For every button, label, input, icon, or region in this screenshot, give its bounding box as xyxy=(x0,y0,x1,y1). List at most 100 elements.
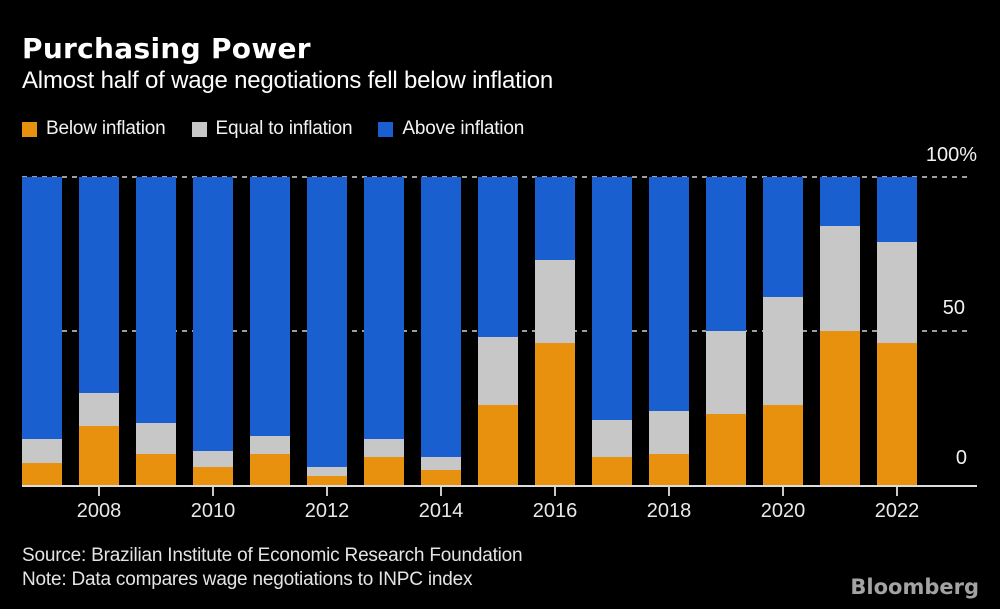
source-text: Source: Brazilian Institute of Economic … xyxy=(22,545,523,566)
bar-2019 xyxy=(706,177,746,485)
x-axis-label-2020: 2020 xyxy=(760,500,806,522)
segment-equal-2019 xyxy=(706,331,746,415)
bar-2012 xyxy=(307,177,347,485)
segment-above-2010 xyxy=(193,177,233,452)
legend-label-below: Below inflation xyxy=(46,118,166,139)
segment-equal-2015 xyxy=(478,337,518,405)
segment-below-2007 xyxy=(22,463,62,485)
legend-item-equal: Equal to inflation xyxy=(191,118,353,140)
note-text: Note: Data compares wage negotiations to… xyxy=(22,569,473,590)
bar-2017 xyxy=(592,177,632,485)
segment-above-2009 xyxy=(136,177,176,424)
segment-above-2008 xyxy=(79,177,119,393)
segment-below-2017 xyxy=(592,457,632,485)
bar-2008 xyxy=(79,177,119,485)
x-tick-2014 xyxy=(440,487,442,496)
bar-2015 xyxy=(478,177,518,485)
segment-equal-2022 xyxy=(877,241,917,344)
gridline-100 xyxy=(22,176,968,178)
x-axis-label-2018: 2018 xyxy=(646,500,692,522)
bar-2022 xyxy=(877,177,917,485)
segment-above-2019 xyxy=(706,177,746,332)
x-tick-2018 xyxy=(668,487,670,496)
legend-label-above: Above inflation xyxy=(402,118,525,139)
bar-2007 xyxy=(22,177,62,485)
chart-title: Purchasing Power xyxy=(22,32,311,65)
x-tick-2016 xyxy=(554,487,556,496)
bar-2018 xyxy=(649,177,689,485)
x-tick-2008 xyxy=(98,487,100,496)
x-axis-label-2016: 2016 xyxy=(532,500,578,522)
segment-below-2009 xyxy=(136,454,176,485)
segment-equal-2010 xyxy=(193,451,233,467)
legend-item-below: Below inflation xyxy=(22,118,166,140)
legend-swatch-below xyxy=(22,121,37,137)
segment-below-2011 xyxy=(250,454,290,485)
segment-above-2015 xyxy=(478,177,518,338)
segment-equal-2012 xyxy=(307,466,347,476)
segment-equal-2020 xyxy=(763,297,803,405)
segment-below-2008 xyxy=(79,426,119,485)
segment-above-2022 xyxy=(877,177,917,242)
segment-above-2016 xyxy=(535,177,575,261)
segment-equal-2009 xyxy=(136,423,176,455)
x-axis-label-2012: 2012 xyxy=(304,500,350,522)
bar-2009 xyxy=(136,177,176,485)
segment-equal-2021 xyxy=(820,226,860,331)
legend-item-above: Above inflation xyxy=(378,118,524,140)
segment-equal-2017 xyxy=(592,420,632,458)
x-axis-label-2008: 2008 xyxy=(76,500,122,522)
bar-2021 xyxy=(820,177,860,485)
segment-equal-2018 xyxy=(649,411,689,455)
y-axis-label-50: 50 xyxy=(942,297,965,319)
bar-2013 xyxy=(364,177,404,485)
segment-below-2010 xyxy=(193,466,233,485)
bar-2014 xyxy=(421,177,461,485)
segment-above-2014 xyxy=(421,177,461,458)
segment-below-2020 xyxy=(763,404,803,485)
segment-above-2007 xyxy=(22,177,62,439)
segment-equal-2007 xyxy=(22,438,62,464)
bar-2010 xyxy=(193,177,233,485)
bar-2011 xyxy=(250,177,290,485)
legend-swatch-above xyxy=(378,121,394,137)
segment-equal-2014 xyxy=(421,457,461,470)
legend: Below inflation Equal to inflation Above i… xyxy=(22,118,524,140)
legend-label-equal: Equal to inflation xyxy=(215,118,353,139)
segment-below-2014 xyxy=(421,469,461,485)
x-tick-2020 xyxy=(782,487,784,496)
segment-below-2019 xyxy=(706,414,746,485)
bloomberg-logo: Bloomberg xyxy=(850,575,979,599)
y-axis-label-100: 100% xyxy=(925,144,977,166)
bar-2020 xyxy=(763,177,803,485)
segment-below-2018 xyxy=(649,454,689,485)
x-tick-2012 xyxy=(326,487,328,496)
segment-equal-2013 xyxy=(364,438,404,458)
segment-below-2012 xyxy=(307,475,347,485)
x-tick-2010 xyxy=(212,487,214,496)
chart-subtitle: Almost half of wage negotiations fell be… xyxy=(22,67,554,94)
legend-swatch-equal xyxy=(191,121,207,137)
plot-area: 2008 2010 2012 2014 2016 2018 2020 2022 xyxy=(22,176,978,522)
segment-below-2021 xyxy=(820,331,860,485)
segment-below-2016 xyxy=(535,343,575,485)
segment-equal-2011 xyxy=(250,435,290,455)
segment-below-2015 xyxy=(478,404,518,485)
x-axis-label-2014: 2014 xyxy=(418,500,464,522)
x-axis-label-2010: 2010 xyxy=(190,500,236,522)
x-axis-label-2022: 2022 xyxy=(874,500,920,522)
segment-equal-2016 xyxy=(535,260,575,344)
bar-2016 xyxy=(535,177,575,485)
segment-above-2012 xyxy=(307,177,347,467)
segment-above-2013 xyxy=(364,177,404,439)
x-tick-2022 xyxy=(896,487,898,496)
segment-above-2018 xyxy=(649,177,689,412)
segment-equal-2008 xyxy=(79,392,119,427)
segment-below-2013 xyxy=(364,457,404,485)
x-axis-line xyxy=(22,485,977,487)
segment-above-2011 xyxy=(250,177,290,436)
segment-below-2022 xyxy=(877,343,917,485)
segment-above-2020 xyxy=(763,177,803,298)
segment-above-2021 xyxy=(820,177,860,227)
